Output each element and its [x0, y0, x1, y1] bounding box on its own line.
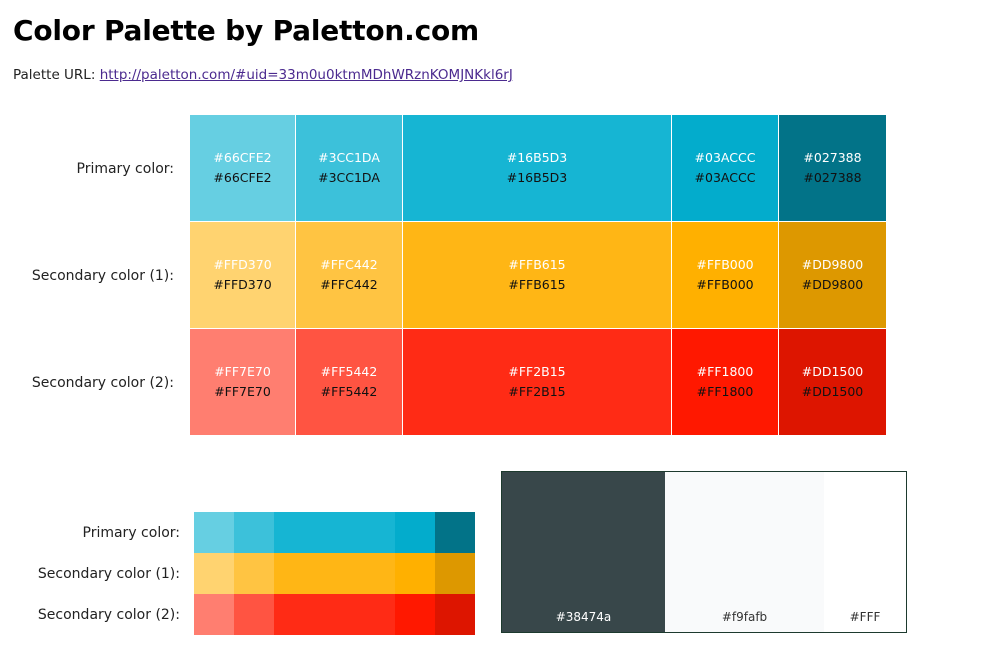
swatch-hex-dark: #DD9800 — [801, 277, 864, 292]
swatch-primary-5: #027388 #027388 — [779, 115, 886, 222]
swatch-hex-light: #FF7E70 — [214, 364, 271, 379]
swatch-hex-dark: #FF7E70 — [214, 384, 271, 399]
swatch-primary-2: #3CC1DA #3CC1DA — [296, 115, 403, 222]
palette-row-primary: Primary color: #66CFE2 #66CFE2 #3CC1DA #3C… — [77, 115, 886, 222]
mini-swatch — [395, 512, 435, 553]
swatch-hex-light: #16B5D3 — [506, 150, 568, 165]
palette-row-secondary-2: Secondary color (2): #FF7E70 #FF7E70 #FF5… — [32, 329, 886, 436]
swatch-hex-dark: #FFB615 — [508, 277, 566, 292]
mini-label-secondary-1: Secondary color (1): — [37, 565, 180, 582]
neutral-hex-label: #f9fafb — [721, 610, 768, 624]
page-title: Color Palette by Paletton.com — [13, 14, 480, 47]
mini-swatch — [194, 594, 234, 635]
swatch-hex-light: #FF1800 — [696, 364, 754, 379]
mini-swatch — [395, 553, 435, 594]
swatch-secondary1-2: #FFC442 #FFC442 — [296, 222, 403, 329]
swatch-primary-3: #16B5D3 #16B5D3 — [403, 115, 672, 222]
neutral-swatch-dark: #38474a — [502, 472, 665, 632]
swatch-hex-light: #FF5442 — [320, 364, 378, 379]
row-label-secondary-2: Secondary color (2): — [31, 374, 174, 391]
palette-url-label: Palette URL: — [13, 67, 96, 83]
mini-swatch — [234, 553, 274, 594]
swatch-hex-light: #FFB000 — [696, 257, 754, 272]
swatch-secondary2-1: #FF7E70 #FF7E70 — [190, 329, 296, 436]
mini-row-secondary-2: Secondary color (2): — [38, 594, 475, 635]
swatch-hex-light: #FFC442 — [320, 257, 378, 272]
mini-swatch — [274, 512, 395, 553]
swatch-hex-dark: #03ACCC — [694, 170, 756, 185]
mini-swatch — [435, 512, 475, 553]
mini-swatch — [234, 512, 274, 553]
swatch-hex-dark: #FFC442 — [320, 277, 378, 292]
neutral-hex-label: #38474a — [555, 610, 612, 624]
swatch-secondary1-5: #DD9800 #DD9800 — [779, 222, 886, 329]
row-label-primary: Primary color: — [76, 160, 175, 177]
mini-swatch — [194, 553, 234, 594]
mini-swatch — [194, 512, 234, 553]
swatch-secondary2-3: #FF2B15 #FF2B15 — [403, 329, 672, 436]
mini-swatch — [234, 594, 274, 635]
palette-url-line: Palette URL: http://paletton.com/#uid=33… — [13, 67, 513, 83]
mini-label-secondary-2: Secondary color (2): — [37, 606, 180, 623]
swatch-hex-light: #FFD370 — [213, 257, 272, 272]
swatch-hex-light: #3CC1DA — [318, 150, 380, 165]
palette-grid: Primary color: #66CFE2 #66CFE2 #3CC1DA #3C… — [32, 115, 886, 436]
swatch-hex-light: #03ACCC — [694, 150, 756, 165]
mini-swatch — [274, 553, 395, 594]
swatch-hex-dark: #16B5D3 — [506, 170, 568, 185]
mini-row-primary: Primary color: — [83, 512, 475, 553]
swatch-primary-1: #66CFE2 #66CFE2 — [190, 115, 296, 222]
palette-mini-grid: Primary color: Secondary color (1): Seco… — [38, 512, 475, 635]
swatch-hex-dark: #DD1500 — [801, 384, 864, 399]
swatch-hex-dark: #FFB000 — [696, 277, 754, 292]
swatch-secondary1-3: #FFB615 #FFB615 — [403, 222, 672, 329]
swatch-primary-4: #03ACCC #03ACCC — [672, 115, 779, 222]
swatch-hex-light: #66CFE2 — [213, 150, 272, 165]
mini-swatch — [274, 594, 395, 635]
palette-row-secondary-1: Secondary color (1): #FFD370 #FFD370 #FFC… — [32, 222, 886, 329]
swatch-hex-light: #DD9800 — [801, 257, 864, 272]
swatch-hex-light: #DD1500 — [801, 364, 864, 379]
swatch-secondary2-2: #FF5442 #FF5442 — [296, 329, 403, 436]
row-label-secondary-1: Secondary color (1): — [31, 267, 174, 284]
palette-url-link[interactable]: http://paletton.com/#uid=33m0u0ktmMDhWRz… — [99, 67, 513, 83]
swatch-hex-light: #FF2B15 — [508, 364, 566, 379]
mini-row-secondary-1: Secondary color (1): — [38, 553, 475, 594]
neutral-hex-label: #FFF — [849, 610, 881, 624]
swatch-secondary1-1: #FFD370 #FFD370 — [190, 222, 296, 329]
swatch-secondary2-5: #DD1500 #DD1500 — [779, 329, 886, 436]
swatch-hex-dark: #66CFE2 — [213, 170, 272, 185]
swatch-hex-dark: #3CC1DA — [318, 170, 380, 185]
neutral-swatch-light: #f9fafb — [665, 472, 824, 632]
swatch-secondary1-4: #FFB000 #FFB000 — [672, 222, 779, 329]
neutral-swatch-white: #FFF — [824, 472, 906, 632]
mini-label-primary: Primary color: — [82, 524, 181, 541]
swatch-hex-dark: #FFD370 — [213, 277, 272, 292]
swatch-hex-light: #027388 — [803, 150, 862, 165]
swatch-hex-dark: #FF1800 — [696, 384, 754, 399]
swatch-secondary2-4: #FF1800 #FF1800 — [672, 329, 779, 436]
swatch-hex-light: #FFB615 — [508, 257, 566, 272]
swatch-hex-dark: #FF5442 — [320, 384, 378, 399]
neutral-swatches: #38474a #f9fafb #FFF — [501, 471, 907, 633]
mini-swatch — [395, 594, 435, 635]
mini-swatch — [435, 553, 475, 594]
swatch-hex-dark: #027388 — [803, 170, 862, 185]
swatch-hex-dark: #FF2B15 — [508, 384, 566, 399]
mini-swatch — [435, 594, 475, 635]
